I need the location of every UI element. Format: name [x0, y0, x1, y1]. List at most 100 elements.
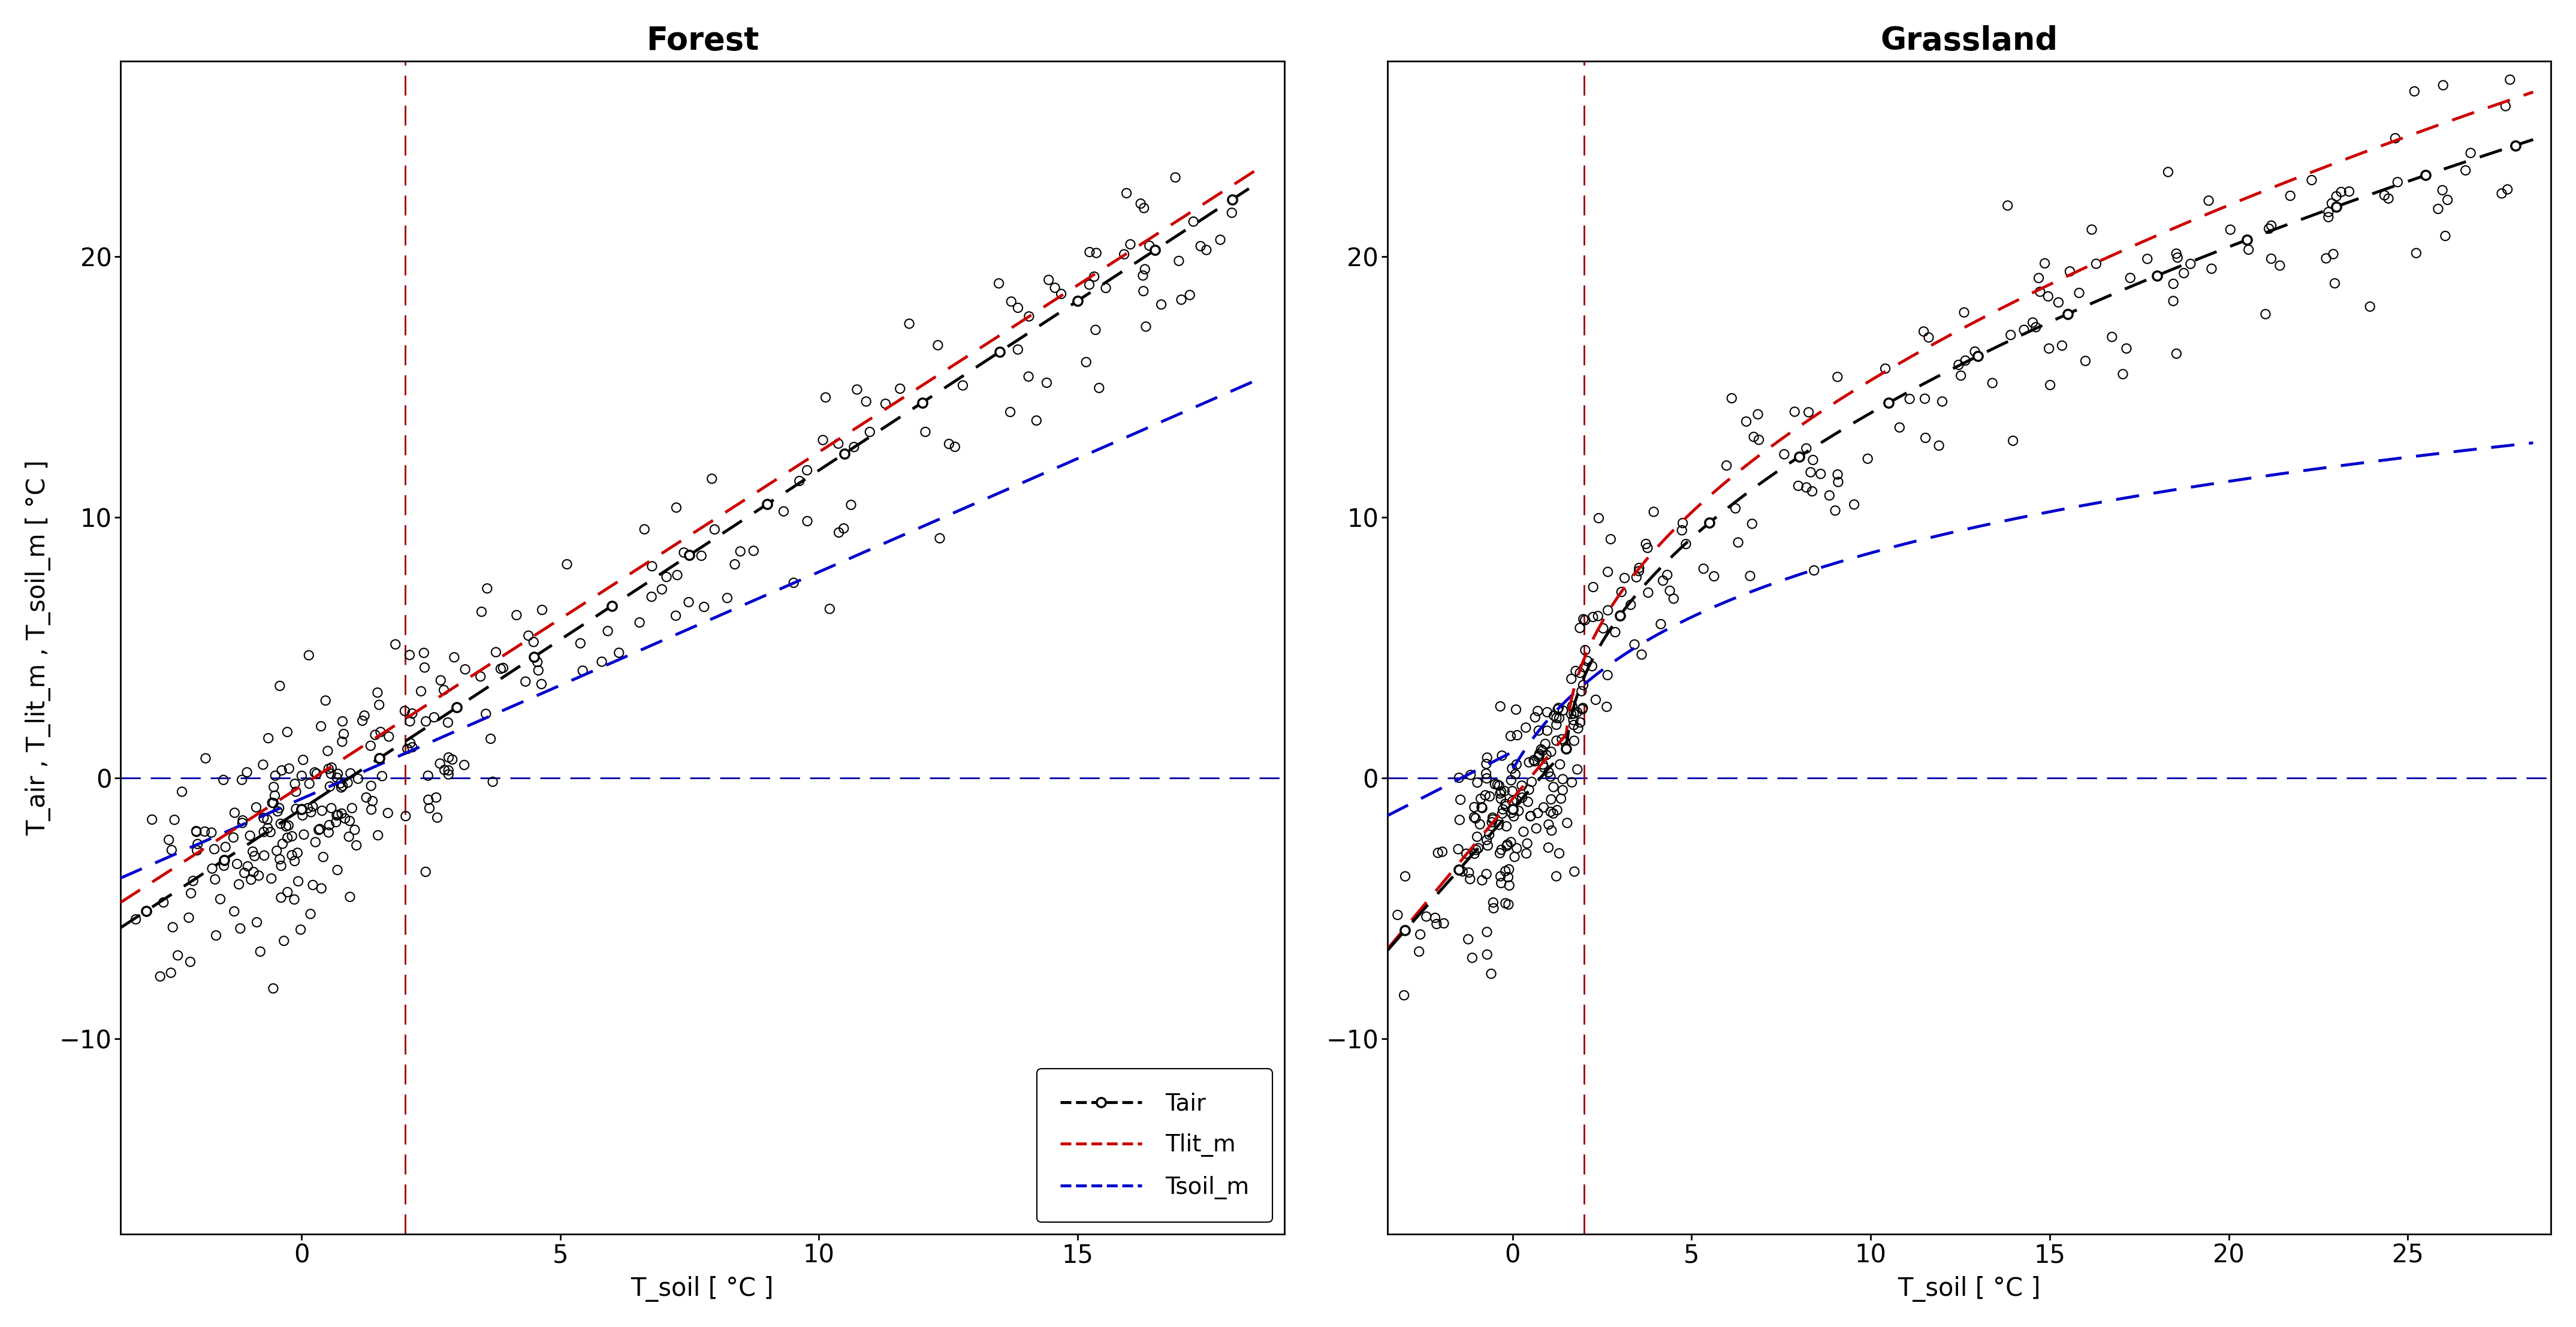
Point: [598, 642, 639, 663]
Point: [507, 625, 549, 646]
Point: [1909, 326, 1950, 348]
Point: [1551, 695, 1592, 717]
Point: [762, 500, 804, 522]
Point: [1510, 779, 1551, 800]
Point: [1103, 244, 1144, 265]
Point: [2393, 81, 2434, 102]
Point: [1450, 868, 1492, 889]
Point: [1528, 762, 1569, 783]
Point: [330, 811, 371, 832]
Point: [1510, 805, 1551, 827]
Point: [1466, 864, 1507, 885]
Point: [1492, 780, 1533, 802]
Point: [1489, 894, 1530, 916]
Point: [330, 886, 371, 908]
Point: [1649, 580, 1690, 601]
Point: [343, 710, 384, 731]
Point: [152, 917, 193, 938]
Point: [1530, 766, 1571, 787]
Point: [1481, 803, 1522, 824]
Point: [809, 598, 850, 620]
Point: [268, 815, 309, 836]
Point: [327, 772, 368, 794]
Point: [2156, 247, 2197, 268]
Point: [657, 564, 698, 585]
Point: [1499, 800, 1540, 821]
Point: [1141, 293, 1182, 314]
Point: [1553, 861, 1595, 882]
Point: [175, 820, 216, 841]
Point: [317, 860, 358, 881]
Point: [1600, 581, 1641, 602]
Point: [1440, 790, 1481, 811]
Point: [2050, 261, 2092, 283]
Point: [1479, 783, 1520, 804]
Point: [1123, 198, 1164, 219]
Point: [1587, 561, 1628, 583]
Point: [314, 812, 355, 833]
Point: [345, 787, 386, 808]
Point: [1595, 621, 1636, 642]
Point: [167, 908, 209, 929]
Point: [268, 722, 309, 743]
Point: [319, 772, 361, 794]
Point: [1486, 833, 1528, 855]
Point: [1540, 729, 1582, 750]
Point: [1814, 500, 1855, 522]
Point: [1461, 788, 1502, 809]
Point: [255, 766, 296, 787]
Point: [1159, 251, 1200, 272]
Point: [2383, 42, 2424, 64]
Point: [1615, 634, 1656, 656]
Point: [1494, 805, 1535, 827]
Point: [2445, 159, 2486, 180]
Point: [935, 437, 976, 458]
Point: [2027, 285, 2069, 307]
Point: [1520, 744, 1561, 766]
Point: [1507, 833, 1548, 855]
Point: [1535, 865, 1577, 886]
Point: [219, 873, 260, 894]
Point: [1785, 476, 1826, 498]
Point: [1481, 839, 1522, 860]
Point: [889, 313, 930, 334]
Point: [1473, 892, 1515, 913]
Point: [1777, 475, 1819, 496]
Point: [845, 391, 886, 413]
Point: [1448, 863, 1489, 884]
Point: [361, 722, 402, 743]
Point: [428, 747, 469, 768]
Point: [283, 824, 325, 845]
Point: [322, 711, 363, 733]
Point: [2316, 186, 2357, 207]
Point: [1571, 576, 1613, 597]
Point: [1538, 699, 1579, 721]
Point: [1162, 289, 1203, 311]
Point: [368, 726, 410, 747]
Point: [1123, 265, 1164, 287]
Point: [2014, 317, 2056, 338]
Point: [260, 675, 301, 697]
Point: [281, 766, 322, 787]
Point: [1399, 941, 1440, 962]
Point: [587, 621, 629, 642]
Point: [1615, 567, 1656, 588]
Point: [2306, 248, 2347, 269]
Point: [1105, 183, 1146, 204]
Point: [407, 766, 448, 787]
Point: [920, 528, 961, 549]
Point: [1484, 794, 1525, 815]
Point: [1551, 703, 1592, 725]
Point: [368, 803, 410, 824]
Point: [1007, 305, 1048, 326]
Point: [1466, 784, 1507, 805]
Point: [631, 587, 672, 608]
Point: [234, 796, 276, 817]
Point: [301, 877, 343, 898]
Point: [389, 711, 430, 733]
Point: [204, 855, 245, 876]
Point: [1574, 689, 1615, 710]
Point: [116, 909, 157, 930]
Point: [471, 771, 513, 792]
Point: [1561, 698, 1602, 719]
